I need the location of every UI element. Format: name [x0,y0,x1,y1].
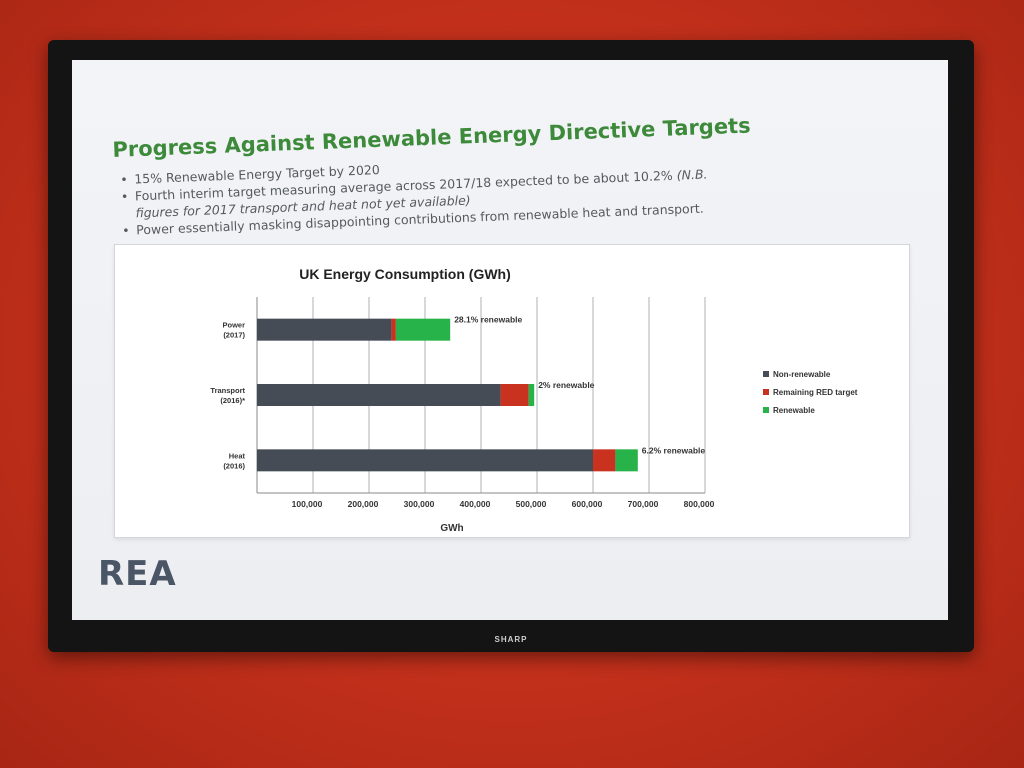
energy-consumption-chart: UK Energy Consumption (GWh) 100,000 200,0… [210,266,858,534]
x-tick-label: 700,000 [628,499,659,509]
bullet-dot-icon: • [120,188,129,204]
x-tick-label: 600,000 [572,499,603,509]
tv-brand-logo: SHARP [494,635,528,644]
category-label: Power [222,321,245,330]
bullet-note: (N.B. [676,166,708,183]
x-tick-label: 800,000 [684,499,715,509]
bar-segment [528,384,535,406]
data-annotation: 6.2% renewable [642,445,706,455]
bullet-dot-icon: • [121,222,130,238]
bar-segment [500,384,529,406]
bullet-list: • 15% Renewable Energy Target by 2020 • Fo… [120,149,709,239]
category-label: Heat [229,451,246,460]
tv-frame: Progress Against Renewable Energy Direct… [48,40,974,652]
x-tick-label: 300,000 [404,499,435,509]
x-tick-label: 100,000 [292,499,323,509]
x-axis-label: GWh [440,523,463,534]
bullet-dot-icon: • [120,171,128,187]
category-label: Transport [210,386,245,395]
legend-swatch [763,407,769,413]
chart-bars [257,318,638,472]
bar-segment [615,449,638,472]
legend-swatch [763,389,769,395]
rea-logo-text: REA [98,554,177,594]
chart-labels: 100,000 200,000 300,000 400,000 500,000 600,0… [210,315,714,509]
legend-entry: Renewable [773,406,815,415]
bar-segment [257,449,593,472]
bar-segment [391,318,396,341]
x-tick-label: 500,000 [516,499,547,509]
chart-title: UK Energy Consumption (GWh) [299,266,511,282]
x-tick-label: 400,000 [460,499,491,509]
data-annotation: 2% renewable [538,380,594,390]
bar-segment [395,318,451,341]
category-label: (2016)* [220,396,245,405]
legend-swatch [763,371,769,377]
data-annotation: 28.1% renewable [454,315,522,325]
rea-logo: REA [98,554,177,594]
legend-entry: Remaining RED target [773,388,858,397]
bar-segment [257,318,392,341]
legend-entry: Non-renewable [773,370,831,379]
bar-segment [593,449,616,472]
bar-segment [257,384,501,406]
slide-screen: Progress Against Renewable Energy Direct… [72,60,948,620]
chart-legend: Non-renewable Remaining RED target Renewab… [763,370,858,415]
category-label: (2016) [223,461,245,470]
category-label: (2017) [223,331,245,340]
x-tick-label: 200,000 [348,499,379,509]
chart-panel: UK Energy Consumption (GWh) 100,000 200,0… [114,244,910,538]
